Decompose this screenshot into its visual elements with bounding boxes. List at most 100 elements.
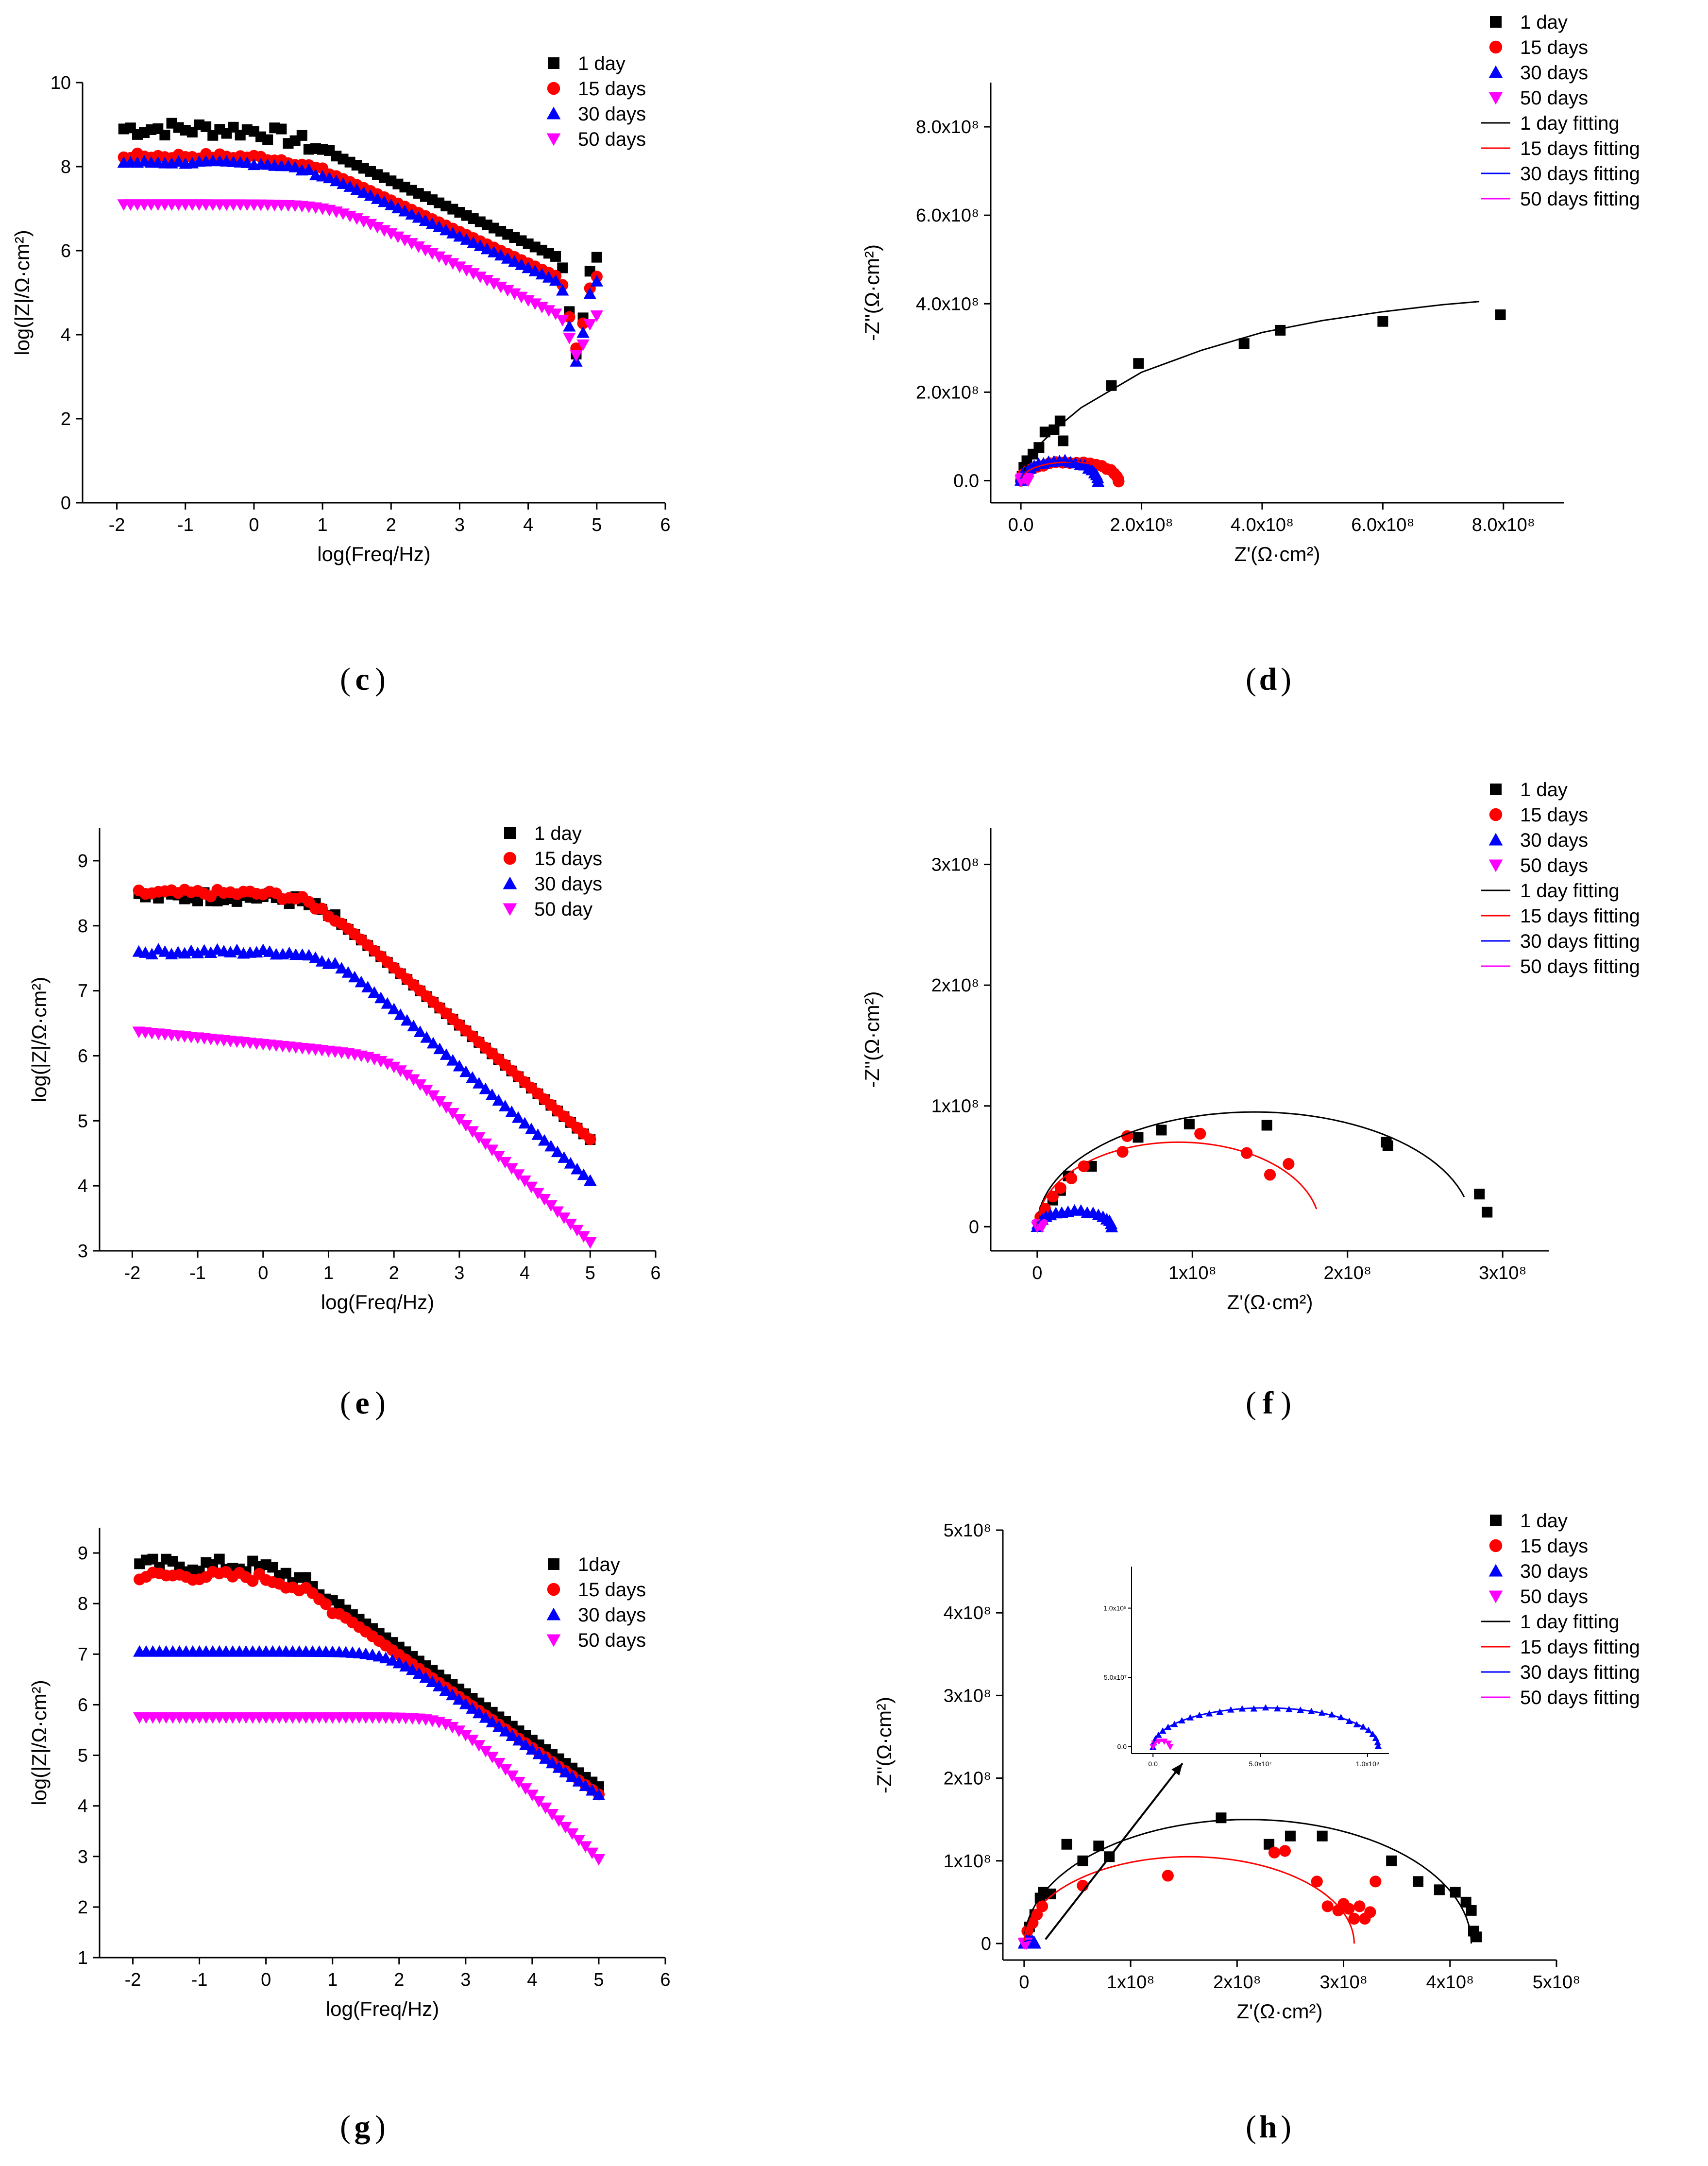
data-point (1311, 1876, 1323, 1888)
data-point (419, 244, 432, 256)
y-axis-label: log(|Z|/Ω·cm²) (28, 977, 51, 1103)
data-point (432, 251, 446, 263)
y-tick-label: 5x10⁸ (944, 1520, 991, 1541)
legend: 1day 15 days 30 days 50 days (546, 1554, 646, 1651)
x-tick-label: 5x10⁸ (1533, 1972, 1580, 1993)
data-point (473, 1740, 486, 1752)
data-point (474, 272, 487, 283)
legend-label: 1 day fitting (1520, 113, 1620, 134)
legend-label: 15 days fitting (1520, 138, 1640, 159)
data-point (577, 1168, 591, 1180)
data-point (1156, 1125, 1167, 1136)
data-point (565, 1770, 579, 1782)
data-point (552, 1761, 565, 1773)
data-point (452, 1693, 466, 1705)
y-tick-label: 6.0x10⁸ (916, 205, 979, 226)
x-tick-label: -1 (177, 515, 194, 535)
data-point (479, 1138, 492, 1150)
plot-area (1031, 1111, 1493, 1233)
data-point (590, 275, 604, 287)
legend-label: 50 days (578, 129, 646, 150)
data-point (425, 217, 439, 229)
data-point (419, 214, 432, 226)
legend-marker (503, 903, 517, 916)
panel-label-close: ) (375, 662, 386, 697)
legend: 1 day 15 days 30 days 50 day (503, 823, 602, 920)
data-point (1285, 1830, 1296, 1842)
data-point (440, 223, 453, 236)
data-point (545, 1809, 559, 1821)
legend-label: 30 days (578, 1604, 646, 1626)
data-point (518, 1117, 531, 1129)
data-point (583, 287, 596, 299)
data-point (386, 1654, 399, 1666)
data-point (515, 258, 528, 270)
fit-line (1020, 460, 1099, 481)
y-tick-label: 3 (78, 1241, 88, 1262)
panel-label: e (355, 1385, 369, 1421)
data-point (1386, 1855, 1397, 1866)
data-point (487, 246, 501, 257)
legend-marker (546, 1607, 561, 1620)
legend-label: 50 days (1520, 87, 1588, 109)
data-point (432, 1680, 446, 1691)
data-point (1264, 1839, 1275, 1850)
data-point (583, 319, 596, 331)
data-point (426, 1675, 439, 1688)
data-point (492, 1757, 506, 1770)
data-point (1495, 309, 1506, 321)
data-point (399, 1660, 412, 1671)
data-point (426, 1037, 440, 1049)
legend-marker (547, 1583, 560, 1596)
legend-marker (1488, 1564, 1503, 1577)
series-30-days (133, 1645, 606, 1800)
data-point (433, 1042, 446, 1055)
data-point (412, 241, 425, 253)
data-point (1133, 1132, 1144, 1143)
x-tick-label: 6 (660, 515, 670, 535)
data-point (432, 221, 446, 232)
data-point (473, 1077, 486, 1089)
y-tick-label: 1x10⁸ (931, 1096, 979, 1117)
y-axis-label: -Z''(Ω·cm²) (861, 244, 883, 341)
data-point (335, 962, 348, 974)
legend-marker (504, 827, 516, 839)
y-tick-label: 2.0x10⁸ (916, 382, 979, 403)
panel-label: f (1263, 1385, 1274, 1421)
data-point (357, 216, 371, 228)
fit-line (1036, 1141, 1318, 1227)
data-point (320, 1598, 332, 1610)
data-point (505, 1105, 518, 1117)
data-point (459, 1120, 473, 1132)
fit-line (1036, 1223, 1043, 1227)
data-point (328, 957, 342, 969)
legend-label: 1day (578, 1554, 620, 1575)
panel-label: c (355, 662, 369, 697)
series-1-day-fitting (1020, 301, 1480, 481)
panel-label: d (1259, 662, 1277, 697)
x-tick-label: 1x10⁸ (1107, 1972, 1154, 1993)
data-point (558, 1151, 571, 1163)
data-point (361, 981, 374, 992)
legend-label: 15 days (534, 848, 602, 870)
data-point (343, 180, 356, 192)
data-point (1167, 1743, 1174, 1750)
legend-marker (1488, 92, 1503, 105)
data-point (467, 268, 480, 280)
legend-label: 15 days (578, 1579, 646, 1601)
data-point (446, 1054, 459, 1066)
x-tick-label: 8.0x10⁸ (1472, 515, 1535, 535)
data-point (501, 252, 514, 264)
data-point (459, 1730, 473, 1741)
y-tick-label: 2x10⁸ (944, 1769, 991, 1789)
legend-marker (1490, 784, 1502, 795)
legend-marker (546, 133, 561, 146)
fit-line (1023, 1856, 1355, 1944)
data-point (1382, 1140, 1393, 1151)
y-tick-label: 9 (78, 1543, 88, 1564)
legend-label: 15 days (1520, 1535, 1588, 1557)
series-30-days (117, 154, 604, 367)
data-point (400, 1014, 414, 1026)
data-point (364, 219, 377, 231)
data-point (572, 1835, 586, 1846)
